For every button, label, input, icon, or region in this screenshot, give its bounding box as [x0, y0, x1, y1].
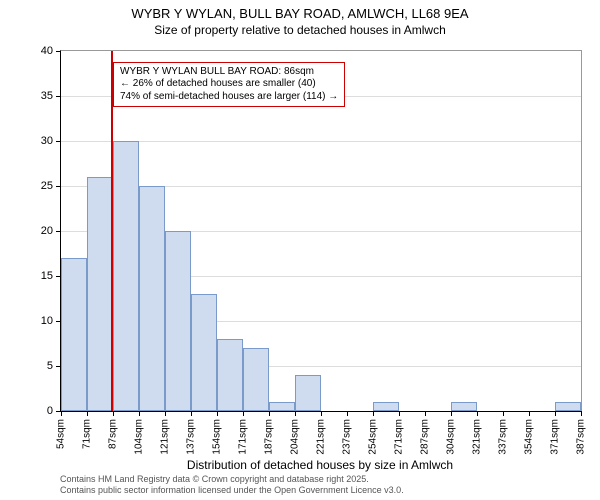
x-tick-label: 187sqm — [264, 419, 275, 455]
x-tick-label: 237sqm — [342, 419, 353, 455]
y-tick-label: 35 — [41, 90, 53, 102]
x-tick-label: 271sqm — [394, 419, 405, 455]
x-tick-label: 304sqm — [446, 419, 457, 455]
histogram-bar — [243, 348, 269, 411]
x-tick-mark — [529, 411, 530, 416]
y-tick-label: 15 — [41, 270, 53, 282]
x-tick-label: 154sqm — [212, 419, 223, 455]
y-tick-label: 0 — [47, 405, 53, 417]
title-line-1: WYBR Y WYLAN, BULL BAY ROAD, AMLWCH, LL6… — [0, 6, 600, 23]
y-tick-label: 10 — [41, 315, 53, 327]
x-tick-mark — [295, 411, 296, 416]
footer-line-1: Contains HM Land Registry data © Crown c… — [60, 474, 404, 485]
annotation-line: 74% of semi-detached houses are larger (… — [120, 91, 338, 104]
histogram-bar — [269, 402, 295, 411]
annotation-line: ← 26% of detached houses are smaller (40… — [120, 78, 338, 91]
x-tick-label: 54sqm — [56, 419, 67, 449]
x-tick-label: 321sqm — [472, 419, 483, 455]
x-tick-mark — [503, 411, 504, 416]
y-tick-mark — [56, 51, 61, 52]
x-tick-label: 71sqm — [82, 419, 93, 449]
histogram-bar — [373, 402, 399, 411]
histogram-bar — [165, 231, 191, 411]
title-line-2: Size of property relative to detached ho… — [0, 23, 600, 39]
x-tick-label: 87sqm — [108, 419, 119, 449]
x-tick-label: 354sqm — [524, 419, 535, 455]
x-tick-mark — [399, 411, 400, 416]
x-tick-label: 254sqm — [368, 419, 379, 455]
gridline — [61, 141, 581, 142]
x-tick-mark — [477, 411, 478, 416]
y-tick-label: 30 — [41, 135, 53, 147]
x-tick-label: 337sqm — [498, 419, 509, 455]
x-tick-mark — [451, 411, 452, 416]
histogram-bar — [113, 141, 139, 411]
histogram-bar — [191, 294, 217, 411]
x-tick-mark — [321, 411, 322, 416]
x-tick-label: 121sqm — [160, 419, 171, 455]
histogram-bar — [139, 186, 165, 411]
annotation-line: WYBR Y WYLAN BULL BAY ROAD: 86sqm — [120, 66, 338, 79]
y-tick-mark — [56, 96, 61, 97]
x-tick-mark — [425, 411, 426, 416]
y-tick-mark — [56, 231, 61, 232]
x-tick-label: 204sqm — [290, 419, 301, 455]
y-tick-mark — [56, 186, 61, 187]
y-tick-label: 20 — [41, 225, 53, 237]
chart-footer: Contains HM Land Registry data © Crown c… — [60, 474, 404, 496]
x-tick-label: 221sqm — [316, 419, 327, 455]
x-tick-mark — [243, 411, 244, 416]
x-tick-label: 104sqm — [134, 419, 145, 455]
histogram-bar — [217, 339, 243, 411]
y-tick-label: 5 — [47, 360, 53, 372]
chart-title: WYBR Y WYLAN, BULL BAY ROAD, AMLWCH, LL6… — [0, 0, 600, 38]
x-tick-mark — [191, 411, 192, 416]
x-tick-mark — [555, 411, 556, 416]
x-tick-label: 371sqm — [550, 419, 561, 455]
plot-area: 051015202530354054sqm71sqm87sqm104sqm121… — [60, 50, 582, 412]
y-tick-label: 40 — [41, 45, 53, 57]
histogram-bar — [295, 375, 321, 411]
histogram-bar — [451, 402, 477, 411]
x-tick-mark — [269, 411, 270, 416]
x-tick-mark — [217, 411, 218, 416]
x-tick-label: 387sqm — [576, 419, 587, 455]
x-tick-mark — [373, 411, 374, 416]
annotation-box: WYBR Y WYLAN BULL BAY ROAD: 86sqm← 26% o… — [113, 62, 345, 108]
chart-container: WYBR Y WYLAN, BULL BAY ROAD, AMLWCH, LL6… — [0, 0, 600, 500]
x-tick-label: 137sqm — [186, 419, 197, 455]
x-tick-mark — [61, 411, 62, 416]
x-tick-mark — [139, 411, 140, 416]
x-tick-mark — [87, 411, 88, 416]
x-tick-label: 287sqm — [420, 419, 431, 455]
histogram-bar — [555, 402, 581, 411]
footer-line-2: Contains public sector information licen… — [60, 485, 404, 496]
x-tick-label: 171sqm — [238, 419, 249, 455]
x-tick-mark — [581, 411, 582, 416]
histogram-bar — [87, 177, 113, 411]
histogram-bar — [61, 258, 87, 411]
x-tick-mark — [347, 411, 348, 416]
x-tick-mark — [113, 411, 114, 416]
x-tick-mark — [165, 411, 166, 416]
y-tick-mark — [56, 141, 61, 142]
y-tick-label: 25 — [41, 180, 53, 192]
x-axis-label: Distribution of detached houses by size … — [60, 458, 580, 472]
